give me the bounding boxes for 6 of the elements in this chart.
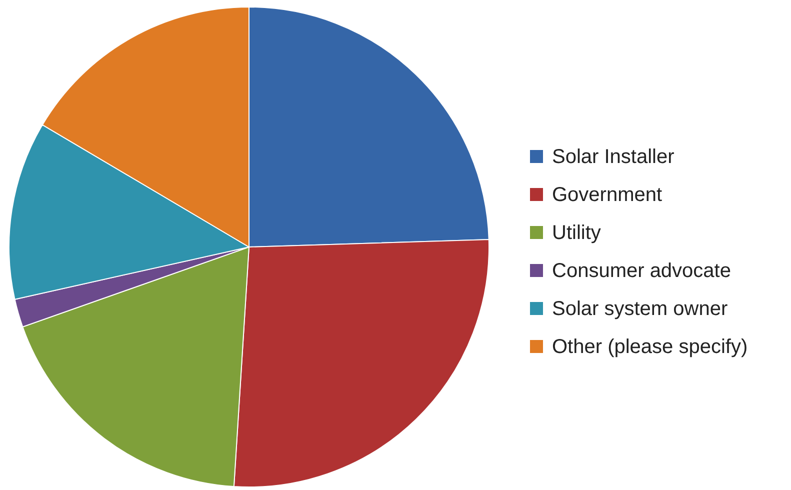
- legend-label: Solar system owner: [552, 298, 728, 320]
- legend-label: Government: [552, 184, 662, 206]
- legend-label: Solar Installer: [552, 146, 675, 168]
- legend-label: Other (please specify): [552, 336, 748, 358]
- legend-label: Utility: [552, 222, 601, 244]
- legend-label: Consumer advocate: [552, 260, 731, 282]
